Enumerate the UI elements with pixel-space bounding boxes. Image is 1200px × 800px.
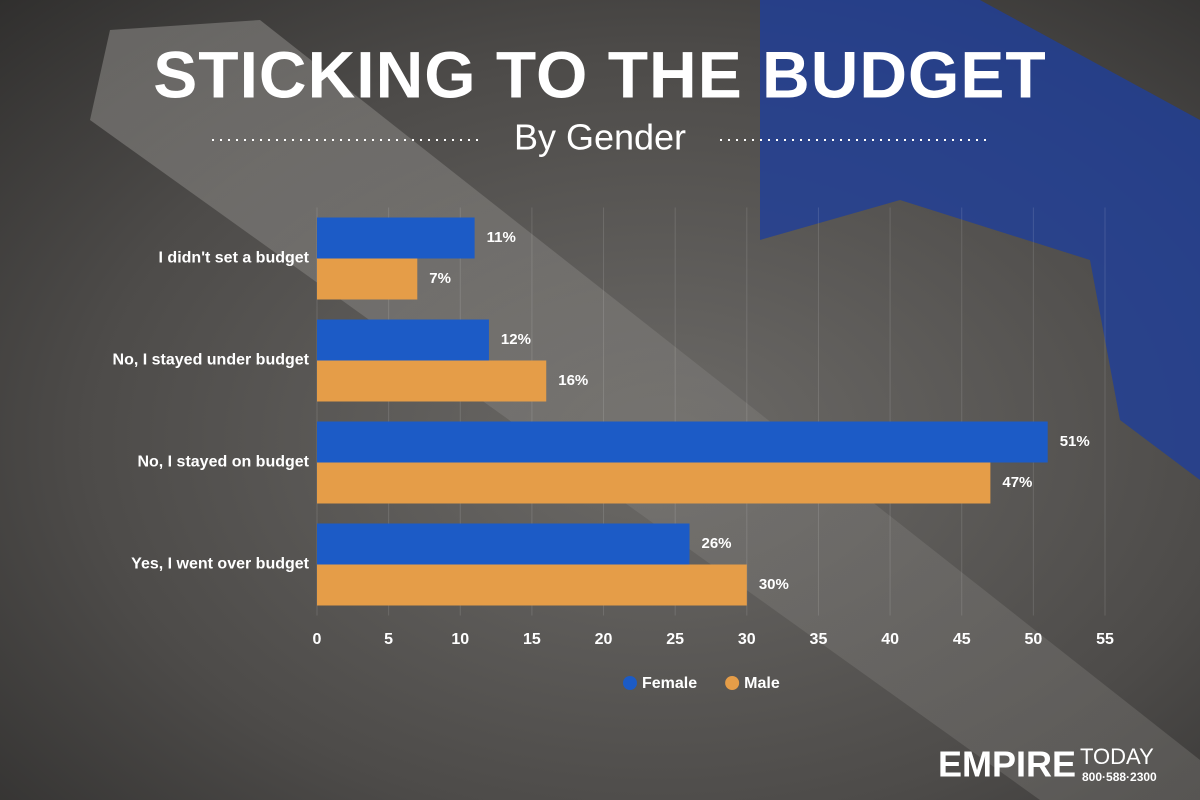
x-tick-label: 25 [666,631,684,648]
x-tick-label: 30 [738,631,756,648]
legend-swatch [725,676,740,690]
value-label: 51% [1060,433,1090,450]
value-label: 30% [759,576,789,593]
y-tick-label: I didn't set a budget [159,250,310,267]
value-label: 16% [558,372,588,389]
x-tick-label: 0 [313,631,322,648]
x-tick-label: 15 [523,631,541,648]
chart-subtitle: By Gender [514,117,686,158]
value-label: 47% [1002,474,1032,491]
logo-suffix: TODAY [1080,744,1154,769]
bar [317,217,475,259]
bar [317,319,489,361]
bar [317,523,690,565]
bar [317,360,547,402]
y-tick-label: Yes, I went over budget [131,556,309,573]
x-tick-label: 40 [881,631,899,648]
logo: EMPIRE TODAY 800·588·2300 [938,744,1157,785]
legend-label: Female [642,675,697,692]
logo-brand: EMPIRE [938,744,1076,785]
x-tick-label: 10 [451,631,469,648]
y-tick-label: No, I stayed under budget [113,352,310,369]
value-label: 12% [501,331,531,348]
value-label: 11% [487,229,516,246]
x-tick-label: 5 [384,631,393,648]
chart-title: STICKING TO THE BUDGET [153,37,1046,111]
bar [317,421,1048,463]
worker-arm [760,0,1200,480]
bar [317,564,747,606]
bar [317,258,418,300]
legend-swatch [623,676,637,690]
x-tick-label: 45 [953,631,971,648]
legend-label: Male [744,675,780,692]
logo-phone: 800·588·2300 [1082,770,1157,784]
y-tick-label: No, I stayed on budget [137,454,309,471]
bar [317,462,991,504]
x-tick-label: 20 [595,631,613,648]
value-label: 7% [429,270,451,287]
value-label: 26% [702,535,732,552]
plot: 0 5 10 15 20 25 30 35 40 45 50 55 I didn't set a bud… [113,207,1114,692]
x-tick-label: 35 [810,631,828,648]
x-tick-label: 55 [1096,631,1114,648]
carpet-roll [90,20,1200,800]
x-tick-label: 50 [1024,631,1042,648]
